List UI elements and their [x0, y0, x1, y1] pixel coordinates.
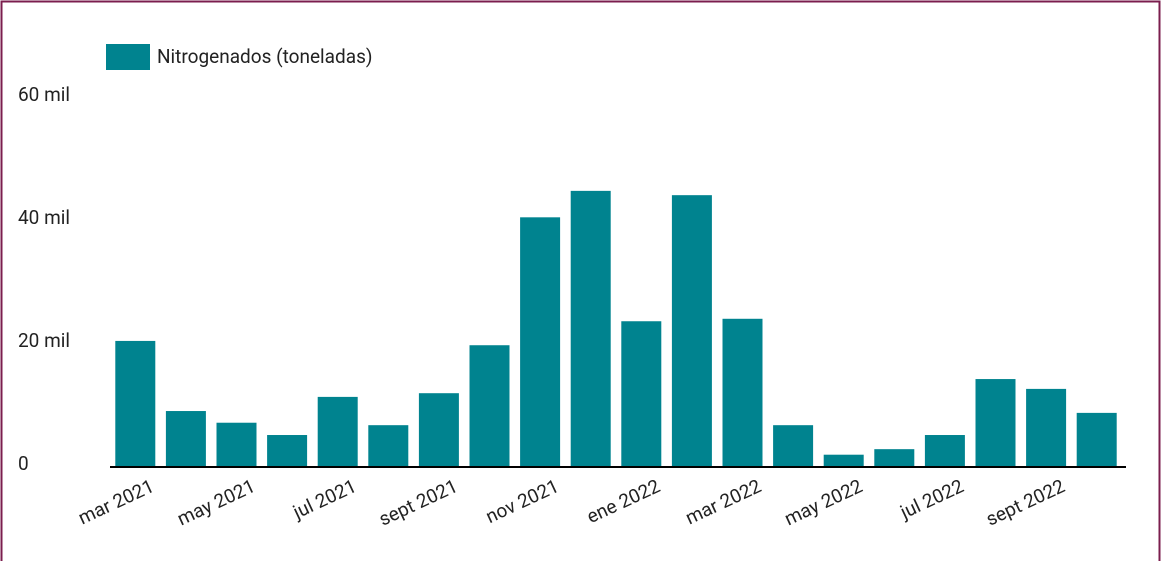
bar — [570, 190, 611, 468]
bar — [469, 345, 510, 467]
bar — [418, 393, 459, 467]
bar — [874, 449, 915, 467]
legend-swatch — [106, 44, 150, 70]
bar — [368, 425, 409, 467]
y-tick-label: 60 mil — [18, 83, 70, 106]
bar — [216, 422, 257, 467]
bar — [671, 195, 712, 468]
bar — [267, 435, 308, 467]
bar — [722, 318, 763, 467]
x-tick-label: jul 2021 — [289, 474, 360, 524]
legend-label: Nitrogenados (toneladas) — [157, 45, 373, 68]
bar — [115, 340, 156, 467]
bar — [621, 321, 662, 467]
x-tick-label: may 2022 — [781, 474, 866, 530]
bar — [773, 425, 814, 467]
x-tick-label: jul 2022 — [896, 474, 967, 524]
y-tick-label: 0 — [18, 452, 29, 475]
y-tick-label: 20 mil — [18, 329, 70, 352]
x-tick-label: may 2021 — [174, 474, 259, 530]
y-tick-label: 40 mil — [18, 206, 70, 229]
bar — [1026, 388, 1067, 467]
x-tick-label: sept 2021 — [375, 474, 461, 530]
bar — [924, 435, 965, 467]
bar — [317, 396, 358, 467]
x-tick-label: sept 2022 — [982, 474, 1068, 530]
x-tick-label: ene 2022 — [583, 474, 663, 528]
bar — [823, 454, 864, 467]
bar — [165, 411, 206, 467]
bar — [1076, 412, 1117, 467]
bar — [520, 217, 561, 467]
bar — [975, 379, 1016, 467]
x-tick-label: mar 2021 — [75, 474, 158, 529]
x-tick-label: nov 2021 — [482, 474, 562, 528]
x-tick-label: mar 2022 — [682, 474, 765, 529]
